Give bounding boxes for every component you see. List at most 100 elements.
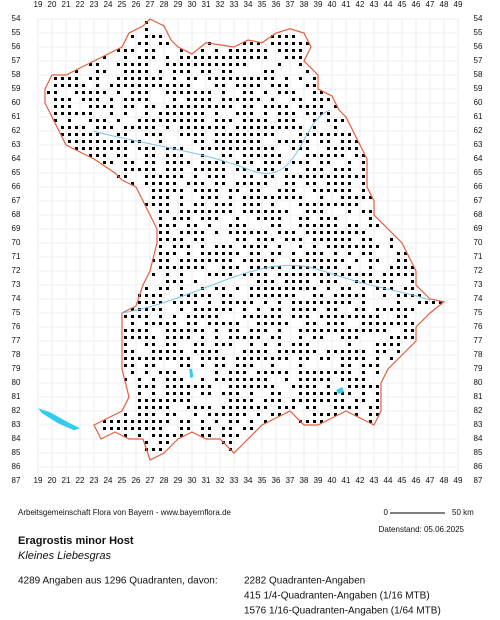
dot: [208, 217, 211, 220]
dot: [271, 84, 274, 87]
dot: [250, 77, 253, 80]
dot: [159, 252, 162, 255]
dot: [222, 266, 225, 269]
dot: [229, 210, 232, 213]
dot: [180, 154, 183, 157]
dot: [257, 140, 260, 143]
dot: [236, 413, 239, 416]
dot: [187, 84, 190, 87]
dot: [159, 287, 162, 290]
dot: [124, 315, 127, 318]
x-label: 19: [34, 0, 43, 9]
dot: [152, 385, 155, 388]
x-label: 35: [258, 476, 267, 485]
dot: [201, 259, 204, 262]
dot: [215, 126, 218, 129]
y-label: 60: [474, 98, 483, 107]
dot: [173, 84, 176, 87]
dot: [152, 84, 155, 87]
dot: [215, 112, 218, 115]
y-label: 62: [12, 126, 21, 135]
dot: [187, 266, 190, 269]
dot: [110, 161, 113, 164]
dot: [222, 364, 225, 367]
dot: [215, 56, 218, 59]
dot: [96, 140, 99, 143]
dot: [264, 406, 267, 409]
dot: [159, 357, 162, 360]
dot: [320, 224, 323, 227]
dot: [250, 119, 253, 122]
dot: [313, 126, 316, 129]
dot: [201, 140, 204, 143]
dot: [124, 364, 127, 367]
dot: [264, 350, 267, 353]
dot: [166, 189, 169, 192]
dot: [187, 91, 190, 94]
dot: [201, 266, 204, 269]
x-label: 37: [286, 0, 295, 9]
dot: [201, 245, 204, 248]
dot: [292, 343, 295, 346]
x-label: 48: [440, 476, 449, 485]
dot: [96, 63, 99, 66]
dot: [355, 385, 358, 388]
river: [93, 109, 331, 174]
dot: [320, 280, 323, 283]
dot: [75, 70, 78, 73]
dot: [194, 175, 197, 178]
dot: [96, 77, 99, 80]
dot: [264, 154, 267, 157]
dot: [243, 224, 246, 227]
dot: [299, 217, 302, 220]
dot: [243, 56, 246, 59]
y-label: 77: [474, 336, 483, 345]
dot: [243, 273, 246, 276]
dot: [292, 182, 295, 185]
dot: [320, 168, 323, 171]
dot: [320, 175, 323, 178]
dot: [285, 294, 288, 297]
dot: [236, 231, 239, 234]
dot: [152, 77, 155, 80]
dot: [187, 161, 190, 164]
dot: [376, 245, 379, 248]
dot: [313, 287, 316, 290]
dot: [341, 315, 344, 318]
dot: [159, 350, 162, 353]
dot: [369, 280, 372, 283]
dot: [383, 273, 386, 276]
dot: [278, 91, 281, 94]
dot: [327, 371, 330, 374]
dot: [152, 336, 155, 339]
dot: [250, 196, 253, 199]
y-label: 68: [474, 210, 483, 219]
dot: [124, 112, 127, 115]
dot: [222, 56, 225, 59]
dot: [215, 252, 218, 255]
dot: [117, 63, 120, 66]
dot: [264, 378, 267, 381]
dot: [194, 385, 197, 388]
y-label: 75: [12, 308, 21, 317]
dot: [243, 301, 246, 304]
dot: [215, 203, 218, 206]
dot: [68, 105, 71, 108]
dot: [257, 154, 260, 157]
dot: [215, 343, 218, 346]
dot: [187, 217, 190, 220]
dot: [194, 322, 197, 325]
dot: [306, 406, 309, 409]
dot: [159, 196, 162, 199]
dot: [159, 217, 162, 220]
dot: [306, 203, 309, 206]
dot: [215, 168, 218, 171]
dot: [264, 399, 267, 402]
dot: [285, 280, 288, 283]
dot: [222, 161, 225, 164]
dot: [250, 56, 253, 59]
dot: [369, 364, 372, 367]
dot: [341, 371, 344, 374]
dot: [201, 189, 204, 192]
dot: [201, 427, 204, 430]
